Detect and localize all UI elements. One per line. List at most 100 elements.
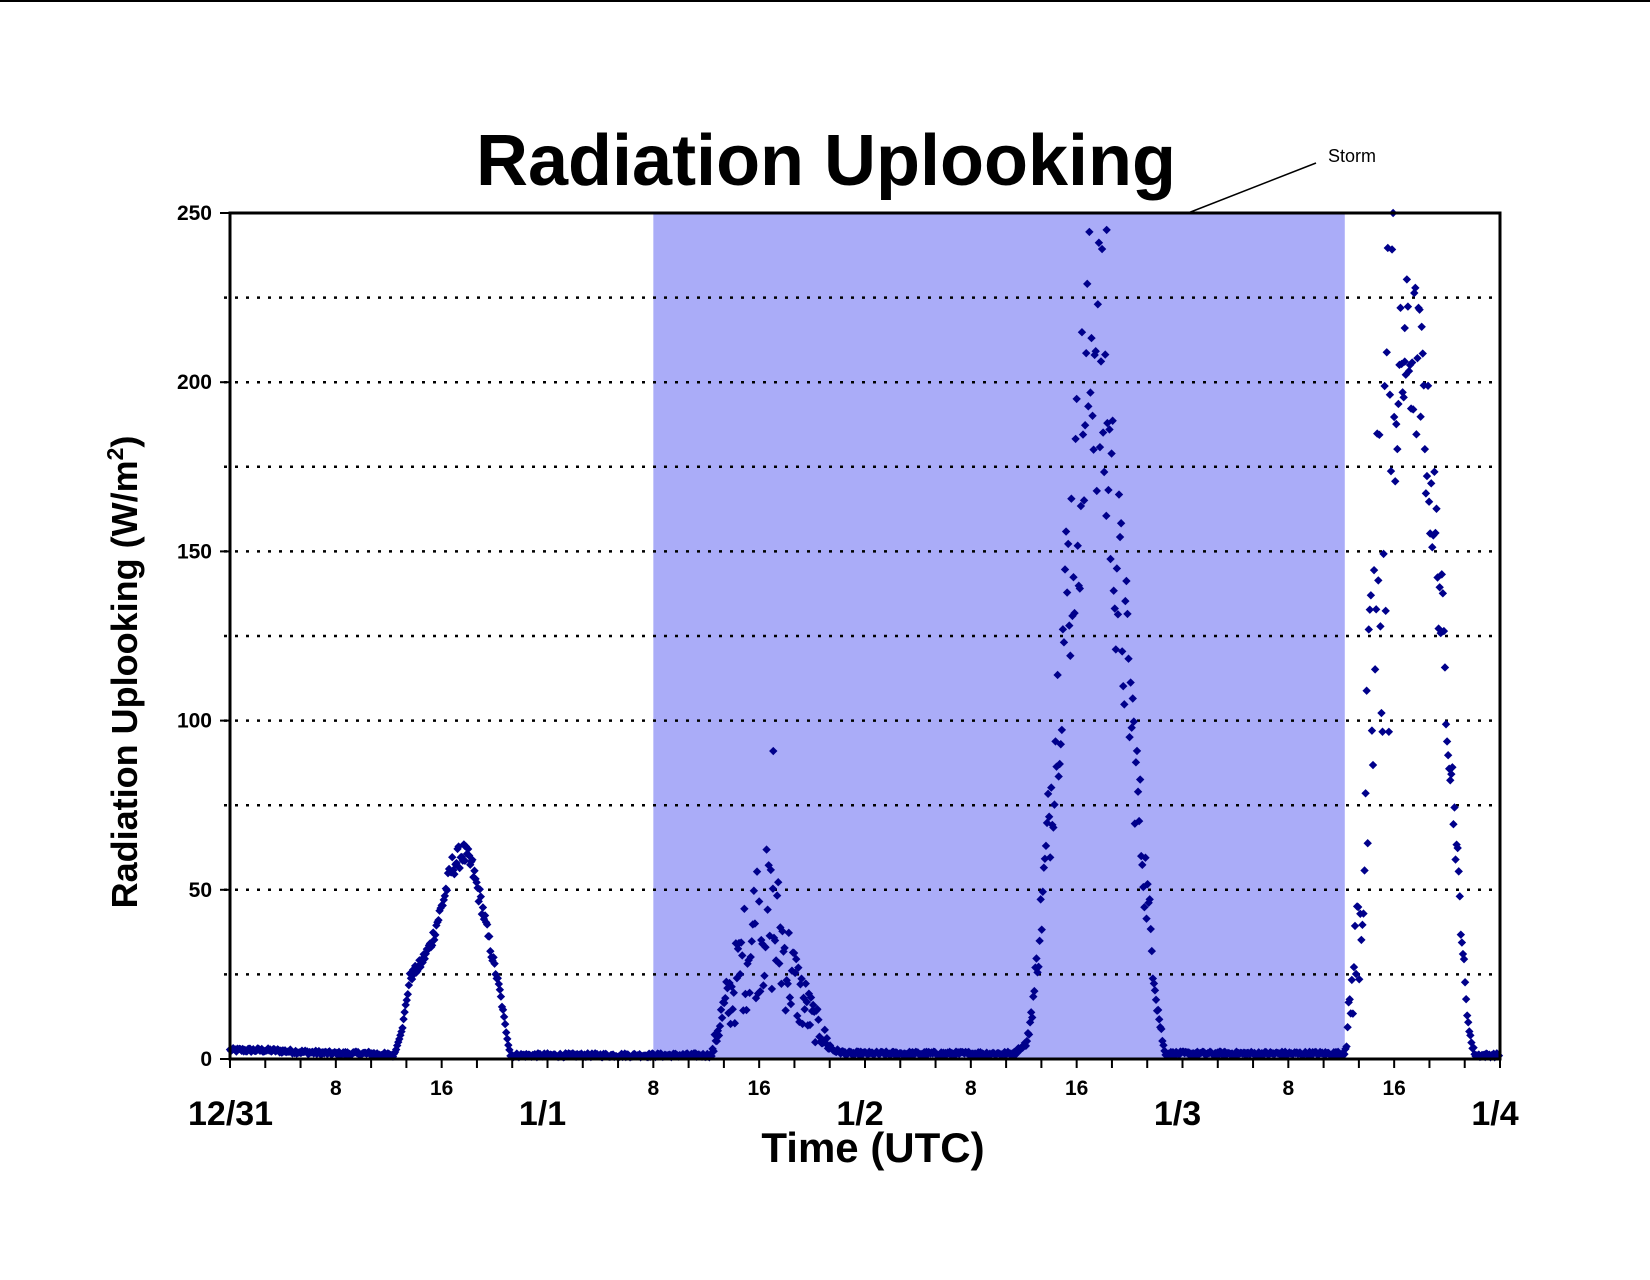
data-point bbox=[1457, 938, 1467, 947]
data-point bbox=[1138, 860, 1147, 870]
data-point bbox=[1345, 995, 1354, 1004]
data-point bbox=[430, 935, 439, 945]
data-point bbox=[1420, 444, 1430, 454]
data-point bbox=[1376, 622, 1385, 631]
data-point bbox=[396, 1031, 405, 1040]
data-point bbox=[1451, 855, 1460, 864]
data-point bbox=[1065, 621, 1074, 630]
data-point bbox=[1347, 975, 1357, 985]
data-point bbox=[769, 746, 778, 756]
data-point bbox=[768, 884, 778, 893]
data-point bbox=[1438, 589, 1448, 598]
data-point bbox=[1080, 421, 1090, 430]
data-point bbox=[1123, 609, 1132, 619]
data-point bbox=[815, 1032, 824, 1041]
data-point bbox=[1386, 466, 1396, 476]
data-point bbox=[477, 909, 487, 919]
data-point bbox=[1469, 1043, 1478, 1052]
data-point bbox=[721, 993, 730, 1003]
data-point bbox=[720, 998, 729, 1008]
data-point bbox=[1054, 772, 1063, 781]
data-point bbox=[1456, 930, 1466, 939]
data-point bbox=[776, 923, 785, 932]
data-point bbox=[819, 1036, 828, 1045]
storm-annotation: Storm bbox=[1328, 146, 1376, 166]
data-point bbox=[1428, 543, 1437, 552]
data-point bbox=[1343, 1023, 1352, 1032]
data-point bbox=[460, 841, 469, 851]
data-point bbox=[1106, 554, 1115, 564]
data-point bbox=[729, 988, 738, 997]
data-point bbox=[753, 989, 763, 998]
data-point bbox=[1375, 430, 1384, 440]
data-point bbox=[427, 941, 437, 950]
data-point bbox=[500, 1019, 510, 1029]
data-point bbox=[475, 885, 484, 894]
data-point bbox=[1443, 751, 1453, 760]
data-point bbox=[482, 920, 492, 929]
data-point bbox=[1150, 986, 1160, 995]
data-point bbox=[1146, 924, 1155, 934]
data-point bbox=[1134, 816, 1144, 826]
data-point bbox=[811, 1038, 820, 1047]
data-point bbox=[1102, 225, 1111, 235]
data-point bbox=[1079, 496, 1089, 505]
data-point bbox=[1147, 946, 1157, 956]
data-point bbox=[1108, 416, 1117, 425]
data-point bbox=[738, 951, 747, 960]
data-point bbox=[1037, 925, 1046, 934]
data-point bbox=[1038, 887, 1047, 896]
data-point bbox=[1359, 909, 1368, 918]
data-point bbox=[1340, 1049, 1349, 1059]
data-point bbox=[1384, 727, 1394, 736]
data-point bbox=[1399, 393, 1408, 402]
data-point bbox=[405, 969, 415, 978]
data-point bbox=[1084, 402, 1093, 411]
y-axis-label-suffix: ) bbox=[104, 436, 145, 448]
data-point bbox=[1362, 686, 1371, 695]
data-point bbox=[493, 974, 502, 983]
data-point bbox=[780, 943, 789, 953]
data-point bbox=[1132, 746, 1142, 756]
data-point bbox=[1393, 444, 1402, 454]
data-point bbox=[1364, 625, 1373, 634]
data-point bbox=[1398, 388, 1407, 397]
x-tick-label-date: 1/3 bbox=[1154, 1095, 1201, 1133]
data-point bbox=[740, 904, 749, 913]
data-point bbox=[1058, 625, 1068, 634]
data-point bbox=[754, 897, 764, 906]
data-point bbox=[1349, 962, 1359, 972]
data-point bbox=[766, 865, 776, 875]
data-point bbox=[438, 901, 447, 910]
data-point bbox=[805, 1020, 815, 1030]
data-point bbox=[470, 866, 479, 875]
data-point bbox=[1111, 645, 1121, 654]
data-point bbox=[801, 979, 810, 988]
data-point bbox=[1409, 405, 1418, 414]
data-point bbox=[476, 892, 486, 901]
data-point bbox=[1149, 979, 1159, 988]
data-point bbox=[1357, 935, 1366, 945]
data-point bbox=[413, 966, 422, 976]
data-point bbox=[472, 878, 481, 887]
data-point bbox=[1413, 353, 1422, 363]
data-point bbox=[1032, 954, 1041, 963]
data-point bbox=[478, 903, 488, 912]
data-point bbox=[395, 1034, 404, 1044]
data-point bbox=[486, 946, 495, 956]
data-point bbox=[778, 926, 787, 936]
data-point bbox=[784, 928, 793, 938]
data-point bbox=[747, 937, 756, 946]
data-point bbox=[1103, 418, 1112, 428]
data-point bbox=[1155, 1015, 1164, 1024]
data-point bbox=[1044, 812, 1054, 821]
data-point bbox=[759, 981, 768, 990]
data-point bbox=[429, 928, 438, 937]
data-point bbox=[1423, 381, 1433, 390]
y-tick-label: 0 bbox=[200, 1048, 212, 1071]
data-point bbox=[1434, 624, 1443, 633]
data-point bbox=[795, 1017, 804, 1027]
data-point bbox=[460, 856, 470, 866]
data-point bbox=[1131, 758, 1141, 767]
data-point bbox=[822, 1034, 832, 1043]
